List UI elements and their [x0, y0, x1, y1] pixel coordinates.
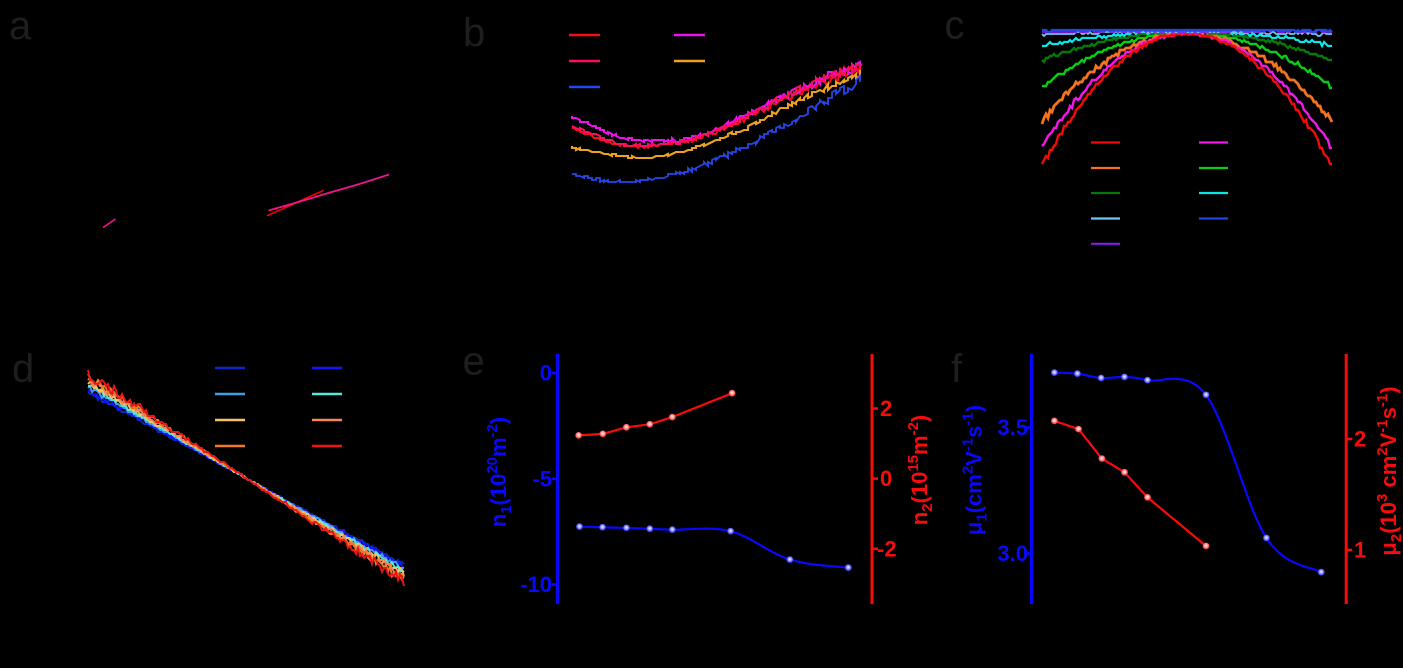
svg-text:μ2(103 cm2V-1s-1): μ2(103 cm2V-1s-1) — [1374, 386, 1403, 555]
svg-text:c: c — [945, 4, 965, 48]
svg-text:f: f — [951, 347, 963, 391]
svg-text:μ1(cm2V-1s-1): μ1(cm2V-1s-1) — [960, 405, 991, 535]
svg-text:0: 0 — [880, 466, 892, 491]
svg-text:-10: -10 — [520, 572, 552, 597]
svg-text:2: 2 — [880, 396, 892, 421]
svg-text:0: 0 — [540, 361, 552, 386]
svg-text:1: 1 — [1354, 538, 1366, 563]
svg-text:3.5: 3.5 — [997, 415, 1028, 440]
svg-text:b: b — [463, 11, 485, 55]
svg-text:a: a — [9, 4, 32, 48]
svg-text:-2: -2 — [877, 536, 897, 561]
svg-text:2: 2 — [1354, 427, 1366, 452]
svg-text:3.0: 3.0 — [997, 541, 1028, 566]
svg-text:e: e — [463, 340, 485, 384]
svg-text:-5: -5 — [532, 466, 552, 491]
svg-text:d: d — [12, 347, 34, 391]
